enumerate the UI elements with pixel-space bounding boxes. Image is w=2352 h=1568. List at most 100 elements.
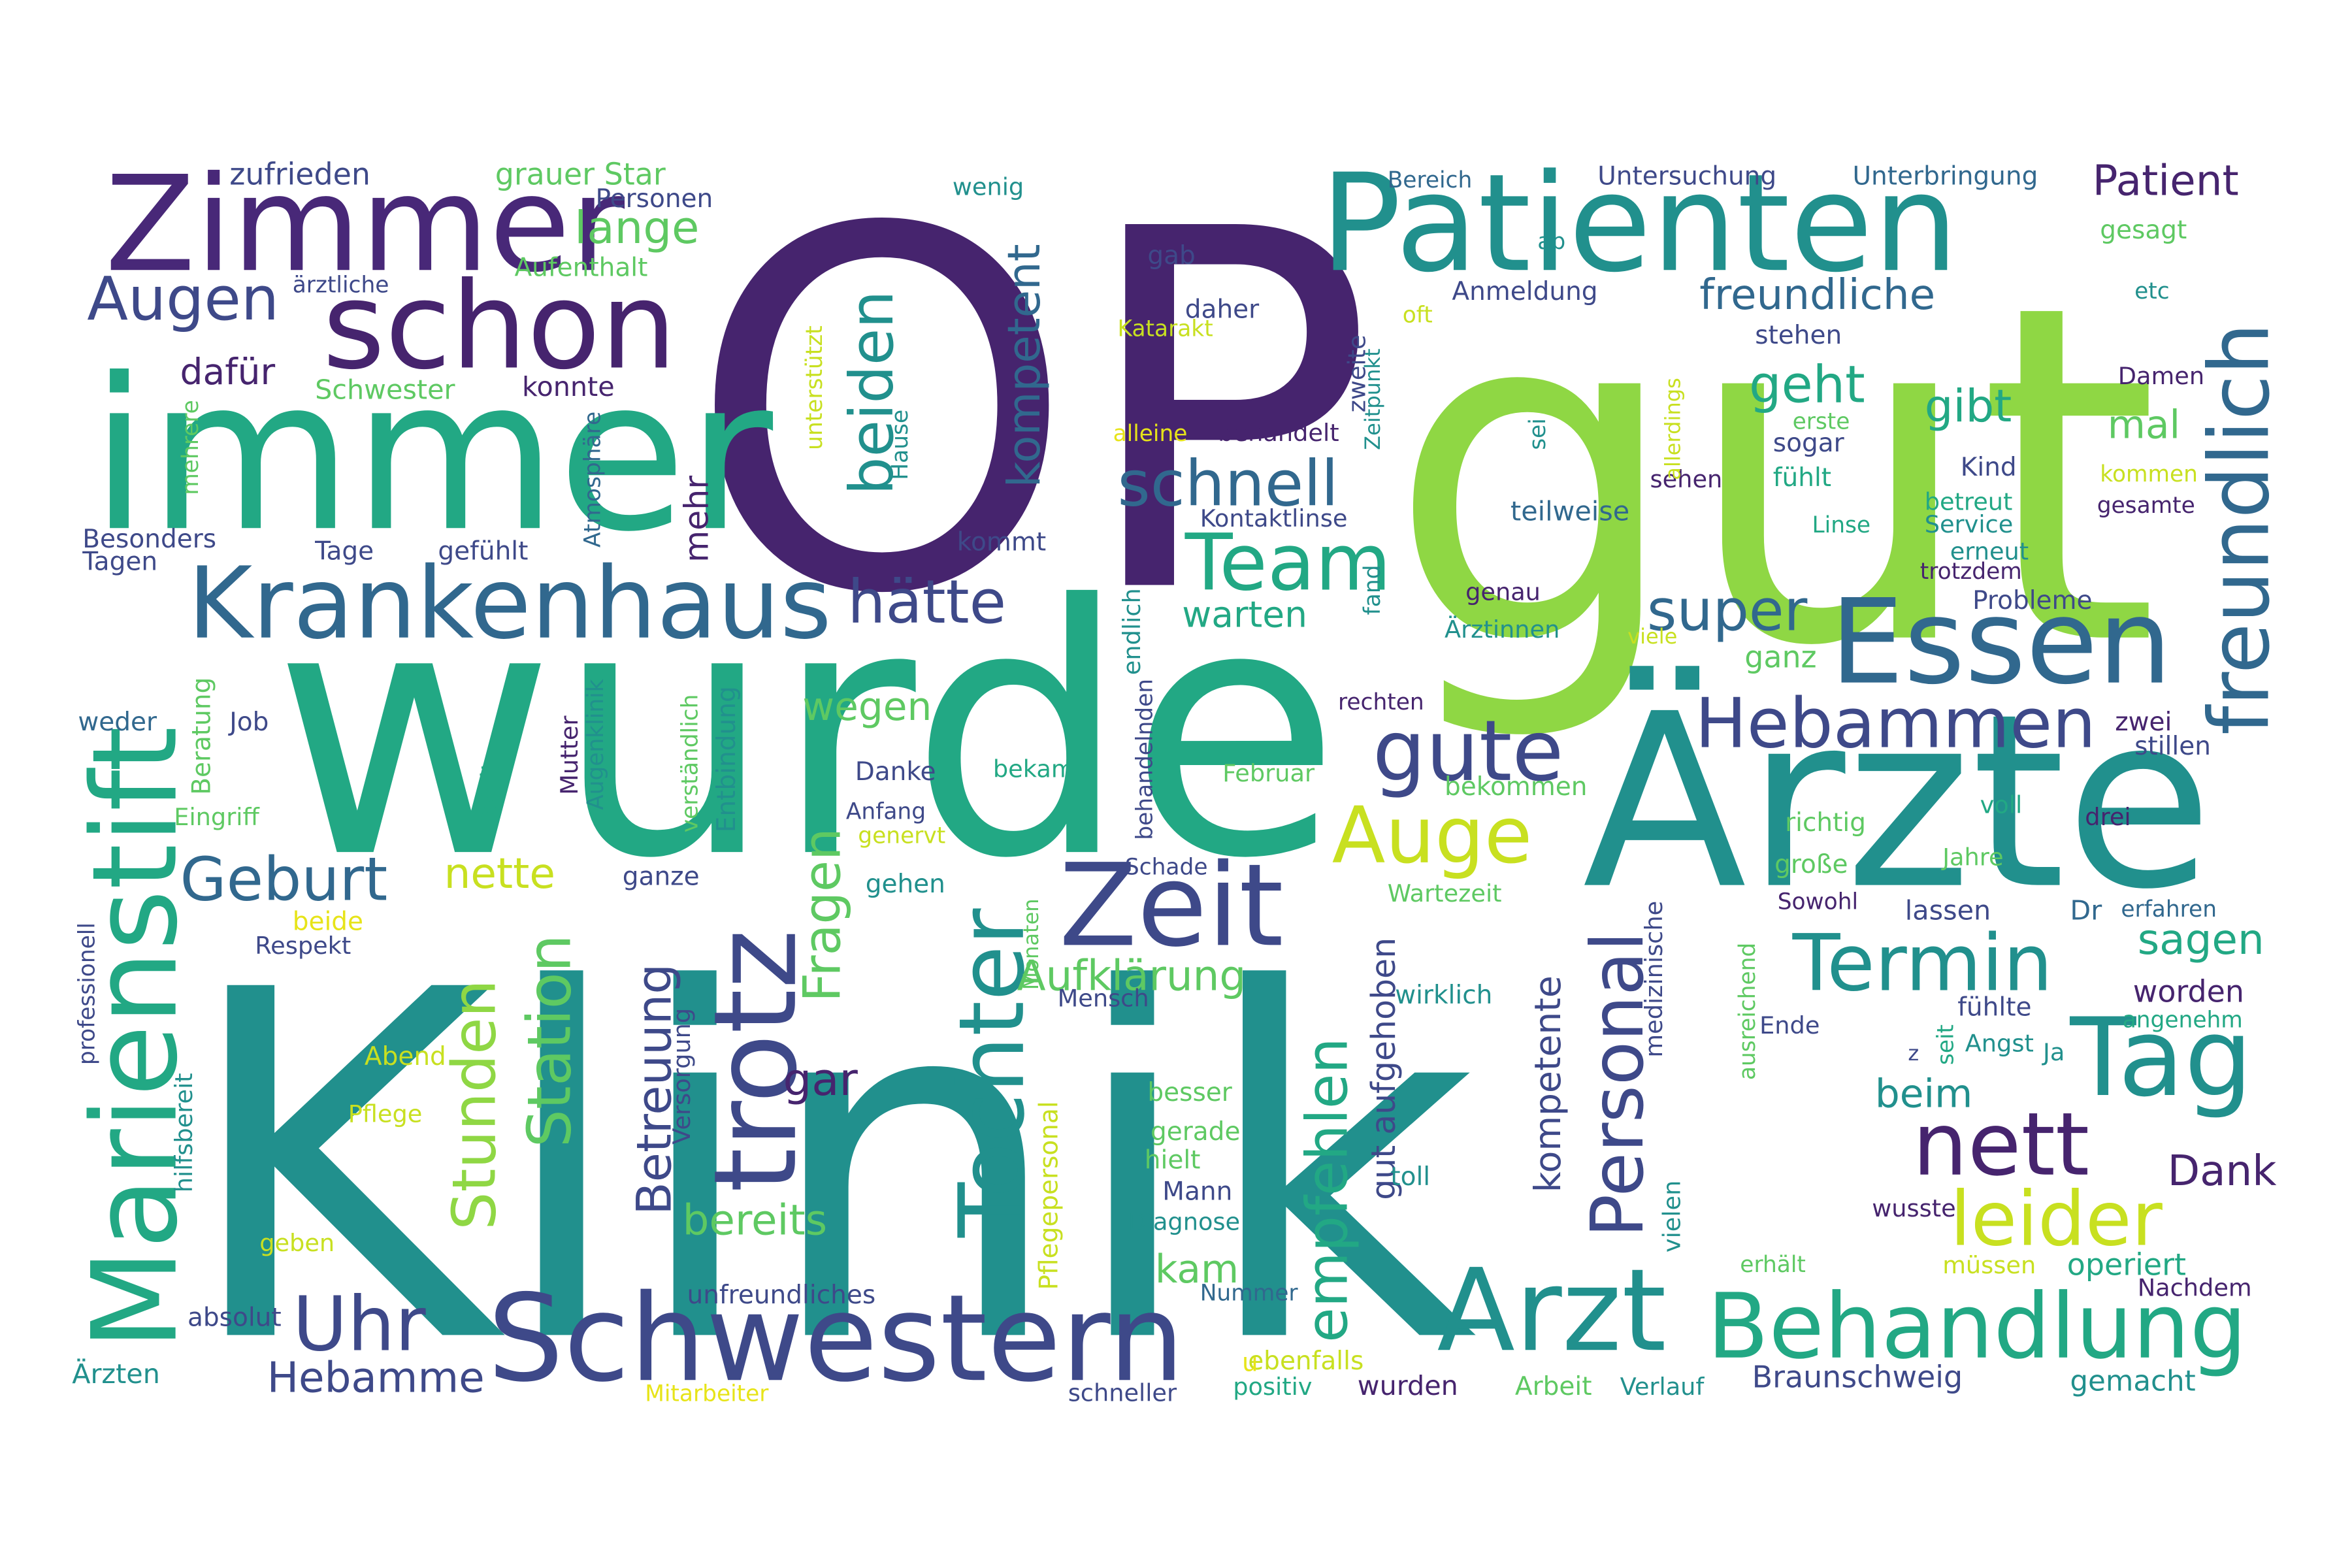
word-alleine: alleine bbox=[1113, 421, 1188, 447]
word-schwestern: Schwestern bbox=[487, 1269, 1184, 1409]
word-verlauf: Verlauf bbox=[1620, 1373, 1705, 1401]
word-positiv: positiv bbox=[1233, 1373, 1312, 1401]
word-ganz: ganz bbox=[1744, 640, 1816, 675]
word-patienten: Patienten bbox=[1320, 144, 1958, 302]
word-service: Service bbox=[1925, 510, 2014, 538]
word-gemacht: gemacht bbox=[2070, 1365, 2195, 1397]
word-mehr: mehr bbox=[678, 476, 716, 563]
word-immer: immer bbox=[90, 333, 776, 578]
word-super: super bbox=[1647, 577, 1808, 644]
word-endlich: endlich bbox=[1118, 588, 1146, 675]
word-augen: Augen bbox=[87, 264, 279, 334]
word-beiden: beiden bbox=[837, 291, 907, 495]
word-essen: Essen bbox=[1830, 575, 2172, 711]
word-danke: Danke bbox=[855, 757, 936, 787]
word-trotz: trotz bbox=[690, 929, 823, 1192]
word-angenehm: angenehm bbox=[2123, 1007, 2243, 1034]
word-vielen: vielen bbox=[1658, 1181, 1686, 1253]
word-geburt: Geburt bbox=[180, 845, 388, 915]
word-warten: warten bbox=[1182, 594, 1307, 636]
word-hilfsbereit: hilfsbereit bbox=[170, 1073, 198, 1192]
word-kompetente: kompetente bbox=[1527, 975, 1569, 1192]
word-dank: Dank bbox=[2168, 1147, 2278, 1196]
word-krankenhaus: Krankenhaus bbox=[188, 546, 832, 661]
word-erneut: erneut bbox=[1950, 537, 2029, 565]
word-abend: Abend bbox=[365, 1042, 446, 1071]
word-sehen: sehen bbox=[1650, 465, 1723, 493]
word-zeitpunkt: Zeitpunkt bbox=[1360, 348, 1385, 449]
word-stunden: Stunden bbox=[440, 979, 510, 1230]
word-schneller: schneller bbox=[1068, 1379, 1177, 1407]
word-stillen: stillen bbox=[2134, 732, 2211, 761]
word-station: Station bbox=[514, 934, 584, 1147]
word-teilweise: teilweise bbox=[1511, 496, 1629, 527]
word-fand: fand bbox=[1360, 564, 1386, 615]
word-schon: schon bbox=[323, 257, 677, 397]
word-tage: Tage bbox=[314, 536, 374, 566]
word-ärzten: Ärzten bbox=[72, 1358, 160, 1390]
word-freundlich: freundlich bbox=[2191, 323, 2287, 735]
word-bekam: bekam bbox=[993, 755, 1075, 783]
word-rechten: rechten bbox=[1338, 689, 1424, 715]
word-mensch: Mensch bbox=[1058, 985, 1149, 1013]
word-verständlich: verständlich bbox=[678, 694, 704, 833]
word-hause: Hause bbox=[887, 410, 913, 480]
word-braunschweig: Braunschweig bbox=[1752, 1360, 1963, 1395]
word-eingriff: Eingriff bbox=[174, 803, 259, 831]
word-wurden: wurden bbox=[1358, 1370, 1458, 1401]
word-gut: gut bbox=[1388, 206, 2160, 747]
word-daher: daher bbox=[1185, 295, 1260, 325]
word-bekommen: bekommen bbox=[1445, 772, 1588, 802]
word-behandelt: behandelt bbox=[1218, 419, 1339, 447]
word-wirklich: wirklich bbox=[1395, 981, 1492, 1010]
word-voll: voll bbox=[1980, 791, 2023, 819]
word-wenig: wenig bbox=[953, 173, 1024, 201]
word-schade: Schade bbox=[1125, 855, 1208, 881]
word-seit: seit bbox=[1933, 1024, 1959, 1065]
word-untersuchung: Untersuchung bbox=[1597, 161, 1776, 191]
word-zeit: Zeit bbox=[1059, 840, 1284, 972]
word-empfehlen: empfehlen bbox=[1294, 1037, 1361, 1343]
word-lassen: lassen bbox=[1905, 894, 1991, 926]
word-uhr: Uhr bbox=[293, 1281, 427, 1368]
word-medizinische: medizinische bbox=[1640, 901, 1668, 1058]
word-worden: worden bbox=[2133, 974, 2244, 1009]
word-professionell: professionell bbox=[74, 923, 101, 1065]
word-lange: lange bbox=[574, 202, 699, 254]
word-patient: Patient bbox=[2093, 157, 2239, 206]
word-personal: Personal bbox=[1576, 932, 1659, 1237]
word-diagnose: Diagnose bbox=[1128, 1208, 1241, 1236]
word-drei: drei bbox=[2085, 803, 2131, 831]
word-jahre: Jahre bbox=[1941, 843, 2003, 872]
word-gute: gute bbox=[1373, 703, 1564, 800]
word-fragen: Fragen bbox=[794, 828, 853, 1002]
word-klinik: Klinik bbox=[180, 890, 1477, 1448]
word-arbeit: Arbeit bbox=[1515, 1372, 1592, 1401]
word-besser: besser bbox=[1147, 1078, 1232, 1107]
word-u: u bbox=[1242, 1348, 1258, 1378]
word-freundliche: freundliche bbox=[1699, 270, 1935, 319]
word-viele: viele bbox=[1627, 624, 1677, 649]
word-tag: Tag bbox=[2069, 995, 2253, 1120]
word-weder: weder bbox=[78, 708, 157, 737]
word-behandlung: Behandlung bbox=[1707, 1275, 2247, 1379]
word-team: Team bbox=[1184, 517, 1392, 608]
word-wurde: wurde bbox=[273, 532, 1341, 934]
word-hebamme: Hebamme bbox=[267, 1354, 485, 1403]
word-anmeldung: Anmeldung bbox=[1452, 277, 1597, 306]
word-monaten: Monaten bbox=[1019, 898, 1043, 990]
word-kontaktlinse: Kontaktlinse bbox=[1200, 504, 1348, 532]
word-termin: Termin bbox=[1792, 918, 2053, 1009]
word-pflegepersonal: Pflegepersonal bbox=[1035, 1101, 1064, 1290]
word-gar: gar bbox=[783, 1054, 858, 1106]
word-ärztinnen: Ärztinnen bbox=[1445, 615, 1560, 644]
word-sei: sei bbox=[1525, 418, 1551, 450]
word-gesamte: gesamte bbox=[2097, 493, 2195, 519]
word-ärzte: Ärzte bbox=[1582, 662, 2213, 942]
word-hielt: hielt bbox=[1145, 1146, 1201, 1175]
word-bereich: Bereich bbox=[1388, 167, 1473, 193]
word-op: OP bbox=[687, 125, 1375, 702]
word-ende: Ende bbox=[1759, 1011, 1820, 1039]
word-geht: geht bbox=[1749, 355, 1865, 414]
word-arzt: Arzt bbox=[1437, 1245, 1667, 1377]
